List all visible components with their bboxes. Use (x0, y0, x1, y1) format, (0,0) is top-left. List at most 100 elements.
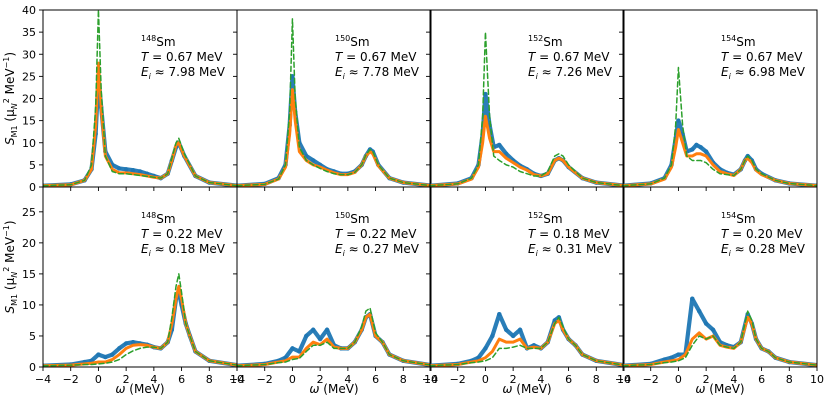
x-tick-label: −2 (643, 373, 659, 386)
x-tick-label: 0 (289, 373, 296, 386)
y-axis-label: SM1 (μN2 MeV−1) (2, 220, 19, 313)
series-thick-blue-point (676, 352, 681, 357)
x-tick-label: −4 (422, 373, 438, 386)
x-tick-label: 8 (593, 373, 600, 386)
panel-frame (429, 186, 625, 368)
panel-frame (236, 186, 432, 368)
x-tick-label: 6 (372, 373, 379, 386)
isotope-label: 148Sm (141, 34, 176, 49)
axis-labels-layer: ω (MeV) ω (MeV) ω (MeV) ω (MeV) SM1 (μN2 MeV… (2, 52, 745, 396)
panel-frame (236, 9, 432, 188)
curves (237, 307, 431, 367)
series-thick-blue-point (697, 308, 702, 314)
x-tick-label: 2 (317, 373, 324, 386)
x-tick-label: 6 (565, 373, 572, 386)
panel-frame (429, 9, 625, 188)
series-thick-blue-point (317, 336, 323, 342)
series-thick-blue-point (676, 118, 681, 123)
curves (43, 273, 237, 367)
isotope-label: 150Sm (335, 211, 370, 226)
series-thick-blue-point (304, 333, 309, 339)
series-thick-blue-point (130, 339, 136, 345)
x-tick-label: 6 (758, 373, 765, 386)
energy-label: Ei ≈ 7.78 MeV (335, 65, 420, 81)
temperature-label: T = 0.22 MeV (335, 227, 417, 241)
isotope-label: 152Sm (528, 211, 563, 226)
series-orange-line (237, 88, 431, 187)
series-thick-blue-point (137, 169, 143, 174)
series-thick-blue-point (698, 144, 703, 150)
series-green-dashed-line (237, 307, 431, 367)
panel-frame (42, 186, 238, 368)
curves (623, 66, 817, 187)
series-thick-blue-line (43, 74, 237, 187)
series-thick-blue-point (710, 327, 716, 332)
series-thick-blue-line (430, 312, 624, 367)
x-tick-label: −2 (257, 373, 273, 386)
series-thick-blue-point (110, 352, 115, 357)
x-tick-label: −4 (229, 373, 245, 386)
x-tick-label: 0 (675, 373, 682, 386)
isotope-label: 154Sm (721, 211, 756, 226)
temperature-label: T = 0.22 MeV (141, 227, 223, 241)
y-tick-label: 30 (22, 48, 36, 61)
series-thick-blue-point (103, 354, 108, 360)
x-tick-label: 10 (810, 373, 824, 386)
series-thick-blue-line (623, 296, 817, 367)
y-tick-label: 25 (22, 70, 36, 83)
x-tick-label: −4 (35, 373, 51, 386)
x-tick-label: 2 (703, 373, 710, 386)
isotope-label: 150Sm (335, 34, 370, 49)
temperature-label: T = 0.20 MeV (721, 227, 803, 241)
x-tick-label: 10 (617, 373, 631, 386)
y-tick-label: 20 (22, 93, 36, 106)
temperature-label: T = 0.67 MeV (721, 50, 803, 64)
series-green-dashed-line (237, 18, 431, 187)
temperature-label: T = 0.18 MeV (528, 227, 610, 241)
y-axis-label: SM1 (μN2 MeV−1) (2, 52, 19, 145)
y-tick-label: 10 (22, 137, 36, 150)
x-axis-label: ω (MeV) (309, 382, 358, 396)
series-thick-blue-line (43, 290, 237, 367)
series-thick-blue-point (497, 142, 502, 148)
isotope-label: 148Sm (141, 211, 176, 226)
energy-label: Ei ≈ 0.31 MeV (528, 242, 613, 258)
series-green-dashed-line (623, 66, 817, 187)
curves (430, 312, 624, 367)
series-thick-blue-point (497, 312, 502, 317)
series-thick-blue-point (324, 327, 330, 332)
series-thick-blue-point (490, 333, 495, 339)
isotope-label: 152Sm (528, 34, 563, 49)
energy-label: Ei ≈ 7.98 MeV (141, 65, 226, 81)
svg-text:SM1 (μN2 MeV−1): SM1 (μN2 MeV−1) (2, 220, 19, 313)
energy-label: Ei ≈ 0.27 MeV (335, 242, 420, 258)
x-tick-label: −2 (450, 373, 466, 386)
series-thick-blue-point (703, 321, 709, 326)
svg-text:SM1 (μN2 MeV−1): SM1 (μN2 MeV−1) (2, 52, 19, 145)
y-tick-label: 0 (29, 181, 36, 194)
y-tick-label: 40 (22, 4, 36, 17)
series-thick-blue-point (690, 296, 695, 301)
series-orange-line (43, 61, 237, 187)
energy-label: Ei ≈ 7.26 MeV (528, 65, 613, 81)
panel-frame (42, 9, 238, 188)
x-tick-label: 0 (482, 373, 489, 386)
series-thick-blue-point (311, 158, 316, 163)
series-thick-blue-point (483, 91, 488, 97)
x-tick-label: 2 (510, 373, 517, 386)
x-axis-label: ω (MeV) (695, 382, 744, 396)
series-orange-line (430, 114, 624, 187)
x-tick-label: 4 (344, 373, 351, 386)
series-thick-blue-point (123, 167, 129, 172)
x-tick-label: 8 (786, 373, 793, 386)
curves (623, 296, 817, 367)
series-green-dashed-line (43, 273, 237, 367)
series-green-dashed-line (623, 310, 817, 367)
series-thick-blue-point (504, 151, 509, 157)
